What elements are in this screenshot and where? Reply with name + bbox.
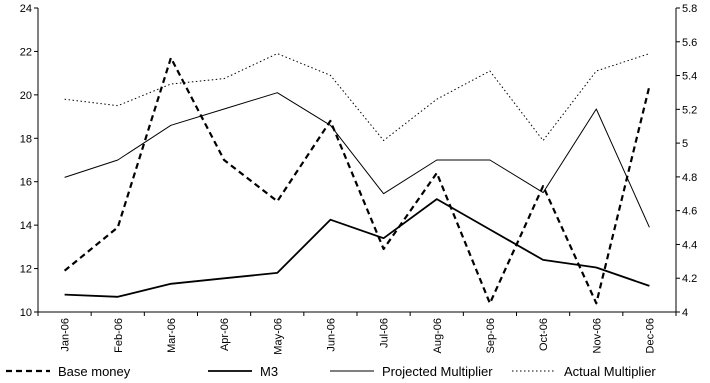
legend: Base money M3 Projected Multiplier Actual M… [6,364,656,379]
base-money-legend-label: Base money [58,364,131,379]
right-tick-label: 5.6 [682,37,697,49]
left-axis-ticks: 10 12 14 16 18 20 22 24 [20,3,38,319]
right-tick-label: 4.6 [682,206,697,218]
left-tick-label: 18 [20,133,32,145]
left-tick-label: 24 [20,3,32,15]
left-tick-label: 16 [20,177,32,189]
right-tick-label: 5.2 [682,104,697,116]
left-tick-label: 22 [20,46,32,58]
projected-multiplier-line [64,92,650,228]
x-tick-label: Nov-06 [591,318,603,353]
x-axis-ticks: Jan-06 Feb-06 Mar-06 Apr-06 May-06 Jun-06 Jul-… [37,312,677,355]
left-tick-label: 20 [20,90,32,102]
x-tick-label: Dec-06 [644,318,656,353]
x-tick-label: Apr-06 [219,318,231,351]
right-tick-label: 4.4 [682,239,697,251]
right-axis-ticks: 4 4.2 4.4 4.6 4.8 5 5.2 5.4 5.6 5.8 [676,3,697,319]
x-tick-label: Jan-06 [60,318,72,352]
actual-multiplier-legend-label: Actual Multiplier [564,364,656,379]
series-lines [63,53,651,305]
x-tick-label: Sep-06 [485,318,497,353]
x-tick-label: Oct-06 [538,318,550,351]
x-tick-label: Mar-06 [166,318,178,353]
projected-multiplier-legend-label: Projected Multiplier [382,364,493,379]
m3-line [64,198,650,298]
x-tick-label: Jun-06 [325,318,337,352]
right-tick-label: 5.4 [682,71,697,83]
left-tick-label: 14 [20,220,32,232]
right-tick-label: 4.8 [682,172,697,184]
x-tick-label: Jul-06 [379,318,391,348]
x-tick-label: Feb-06 [113,318,125,353]
x-tick-label: Aug-06 [432,318,444,353]
actual-multiplier-line [64,53,650,141]
left-tick-label: 12 [20,264,32,276]
right-tick-label: 4 [682,307,688,319]
x-tick-label: May-06 [272,318,284,355]
right-tick-label: 5.8 [682,3,697,15]
base-money-line [63,56,651,305]
right-tick-label: 4.2 [682,273,697,285]
m3-legend-label: M3 [260,364,278,379]
left-tick-label: 10 [20,307,32,319]
right-tick-label: 5 [682,138,688,150]
